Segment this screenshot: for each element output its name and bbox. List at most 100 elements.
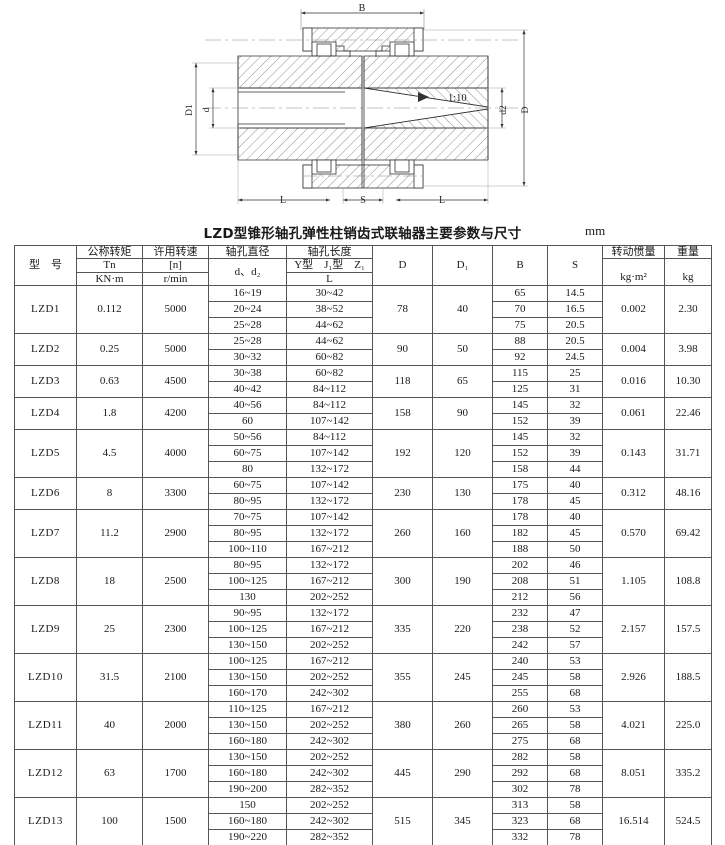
- cell-bore-length: 167~212: [286, 572, 373, 590]
- cell-bore-length: 60~82: [286, 364, 373, 382]
- table-row: 30~32 60~82 92 24.5: [15, 348, 712, 366]
- cell-B: 242: [492, 636, 548, 654]
- dim-label-l-right: L: [439, 195, 445, 206]
- cell-B: 323: [492, 812, 548, 830]
- cell-weight: 335.2: [664, 748, 712, 798]
- th-bore-dia-sym: d、d₂: [208, 258, 287, 286]
- cell-D: 192: [372, 428, 433, 478]
- cell-B: 208: [492, 572, 548, 590]
- cell-speed: 1700: [142, 748, 209, 798]
- table-row: 160~180 242~302 275 68: [15, 732, 712, 750]
- cell-bore-diameter: 80~95: [208, 492, 287, 510]
- cell-weight: 188.5: [664, 652, 712, 702]
- cell-model: LZD9: [14, 604, 77, 654]
- cell-bore-diameter: 25~28: [208, 332, 287, 350]
- cell-bore-length: 107~142: [286, 508, 373, 526]
- cell-bore-length: 132~172: [286, 460, 373, 478]
- cell-S: 58: [547, 748, 603, 766]
- cell-S: 57: [547, 636, 603, 654]
- cell-B: 188: [492, 540, 548, 558]
- cell-bore-diameter: 60: [208, 412, 287, 430]
- cell-torque: 4.5: [76, 428, 143, 478]
- cell-B: 313: [492, 796, 548, 814]
- cell-torque: 40: [76, 700, 143, 750]
- spec-table: 型 号 公称转矩 许用转速 轴孔直径 轴孔长度 D D₁ B S 转动惯量 重量…: [14, 244, 712, 845]
- cell-model: LZD2: [14, 332, 77, 366]
- cell-bore-length: 242~302: [286, 732, 373, 750]
- cell-B: 302: [492, 780, 548, 798]
- cell-bore-diameter: 100~110: [208, 540, 287, 558]
- cell-bore-length: 107~142: [286, 476, 373, 494]
- cell-inertia: 4.021: [602, 700, 665, 750]
- cell-D1: 160: [432, 508, 493, 558]
- cell-S: 32: [547, 428, 603, 446]
- table-row: 40~42 84~112 125 31: [15, 380, 712, 398]
- cell-S: 40: [547, 508, 603, 526]
- th-torque-unit: KN·m: [76, 271, 143, 286]
- cell-model: LZD6: [14, 476, 77, 510]
- cell-B: 255: [492, 684, 548, 702]
- cell-B: 265: [492, 716, 548, 734]
- cell-bore-length: 282~352: [286, 780, 373, 798]
- table-row: 160~170 242~302 255 68: [15, 684, 712, 702]
- cell-inertia: 2.926: [602, 652, 665, 702]
- th-inertia-name: 转动惯量: [602, 244, 665, 260]
- cell-weight: 10.30: [664, 364, 712, 398]
- cell-bore-length: 84~112: [286, 396, 373, 414]
- cell-S: 68: [547, 812, 603, 830]
- cell-bore-diameter: 100~125: [208, 652, 287, 670]
- cell-torque: 11.2: [76, 508, 143, 558]
- cell-bore-length: 44~62: [286, 332, 373, 350]
- cell-speed: 3300: [142, 476, 209, 510]
- cell-D: 445: [372, 748, 433, 798]
- cell-inertia: 0.004: [602, 332, 665, 366]
- cell-inertia: 0.312: [602, 476, 665, 510]
- table-title: LZD型锥形轴孔弹性柱销齿式联轴器主要参数与尺寸: [203, 226, 522, 242]
- th-model: 型 号: [14, 245, 77, 286]
- cell-D1: 120: [432, 428, 493, 478]
- cell-bore-diameter: 160~170: [208, 684, 287, 702]
- table-row: 100~110 167~212 188 50: [15, 540, 712, 558]
- cell-S: 58: [547, 796, 603, 814]
- cell-D1: 130: [432, 476, 493, 510]
- dim-label-d1: D1: [185, 104, 195, 116]
- th-bore-dia-name: 轴孔直径: [208, 244, 287, 260]
- cell-S: 40: [547, 476, 603, 494]
- cell-bore-diameter: 16~19: [208, 284, 287, 302]
- cell-S: 68: [547, 764, 603, 782]
- cell-B: 212: [492, 588, 548, 606]
- cell-inertia: 0.002: [602, 284, 665, 334]
- cell-speed: 2500: [142, 556, 209, 606]
- table-row: 100~125 167~212 208 51: [15, 572, 712, 590]
- cell-S: 58: [547, 668, 603, 686]
- cell-B: 332: [492, 828, 548, 845]
- cell-model: LZD5: [14, 428, 77, 478]
- table-row: LZD12 63 1700 130~150 202~252 445 290 282 58 8.05…: [14, 748, 712, 798]
- table-row: LZD1 0.112 5000 16~19 30~42 78 40 65 14.5 0.002 2.…: [14, 284, 712, 334]
- cell-weight: 31.71: [664, 428, 712, 478]
- table-row: LZD5 4.5 4000 50~56 84~112 192 120 145 32 0.143 31…: [14, 428, 712, 478]
- table-row: 80 132~172 158 44: [15, 460, 712, 478]
- table-row: LZD10 31.5 2100 100~125 167~212 355 245 240 53 2.…: [14, 652, 712, 702]
- cell-bore-length: 167~212: [286, 700, 373, 718]
- cell-bore-diameter: 130~150: [208, 716, 287, 734]
- cell-D: 335: [372, 604, 433, 654]
- cell-inertia: 0.570: [602, 508, 665, 558]
- cell-torque: 0.63: [76, 364, 143, 398]
- cell-S: 51: [547, 572, 603, 590]
- cell-D: 230: [372, 476, 433, 510]
- cell-D1: 260: [432, 700, 493, 750]
- cell-S: 78: [547, 780, 603, 798]
- th-bore-len-types: Y型 J₁型 Z₁: [286, 258, 373, 273]
- cell-B: 152: [492, 412, 548, 430]
- th-S: S: [547, 245, 603, 286]
- cell-D1: 190: [432, 556, 493, 606]
- cell-S: 20.5: [547, 316, 603, 334]
- cell-inertia: 16.514: [602, 796, 665, 845]
- cell-B: 232: [492, 604, 548, 622]
- cell-bore-diameter: 60~75: [208, 476, 287, 494]
- th-D: D: [372, 245, 433, 286]
- cell-bore-diameter: 150: [208, 796, 287, 814]
- cell-model: LZD13: [14, 796, 77, 845]
- cell-S: 53: [547, 700, 603, 718]
